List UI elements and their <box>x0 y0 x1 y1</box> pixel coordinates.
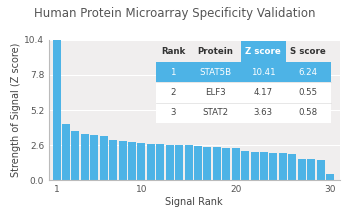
Bar <box>62 124 70 180</box>
Text: Rank: Rank <box>161 47 186 56</box>
Text: 0.58: 0.58 <box>299 108 318 117</box>
Bar <box>194 146 202 180</box>
Bar <box>128 142 136 180</box>
Text: 0.55: 0.55 <box>299 88 318 97</box>
Bar <box>109 140 117 180</box>
Bar <box>279 153 287 180</box>
Bar <box>184 145 193 180</box>
X-axis label: Signal Rank: Signal Rank <box>166 197 223 207</box>
Bar <box>270 153 278 180</box>
Bar <box>251 152 259 180</box>
Bar <box>222 148 230 180</box>
Bar <box>232 148 240 180</box>
Bar <box>288 154 296 180</box>
Bar <box>326 174 334 180</box>
Text: 2: 2 <box>170 88 176 97</box>
Bar <box>166 145 174 180</box>
Text: 3: 3 <box>170 108 176 117</box>
Text: 10.41: 10.41 <box>251 68 275 77</box>
Bar <box>138 143 146 180</box>
Bar <box>317 160 325 180</box>
Text: Protein: Protein <box>197 47 233 56</box>
Text: 1: 1 <box>170 68 176 77</box>
FancyBboxPatch shape <box>156 103 331 123</box>
Text: 4.17: 4.17 <box>254 88 273 97</box>
Bar <box>90 135 98 180</box>
Bar <box>147 144 155 180</box>
Bar <box>52 39 61 180</box>
Text: S score: S score <box>290 47 326 56</box>
Text: 6.24: 6.24 <box>299 68 318 77</box>
Text: 3.63: 3.63 <box>254 108 273 117</box>
FancyBboxPatch shape <box>156 82 331 103</box>
Bar <box>260 152 268 180</box>
FancyBboxPatch shape <box>241 41 286 62</box>
Bar <box>175 145 183 180</box>
Y-axis label: Strength of Signal (Z score): Strength of Signal (Z score) <box>11 43 21 177</box>
Bar <box>71 131 79 180</box>
Bar <box>307 160 315 180</box>
Bar <box>119 141 127 180</box>
FancyBboxPatch shape <box>156 62 331 82</box>
Bar <box>213 147 221 180</box>
Text: Z score: Z score <box>245 47 281 56</box>
Text: Human Protein Microarray Specificity Validation: Human Protein Microarray Specificity Val… <box>34 7 316 20</box>
Bar <box>203 147 211 180</box>
Bar <box>298 159 306 180</box>
Bar <box>81 134 89 180</box>
Text: STAT2: STAT2 <box>202 108 228 117</box>
Bar <box>241 151 249 180</box>
Text: ELF3: ELF3 <box>205 88 226 97</box>
Bar <box>100 136 108 180</box>
Text: STAT5B: STAT5B <box>199 68 231 77</box>
Bar <box>156 144 164 180</box>
